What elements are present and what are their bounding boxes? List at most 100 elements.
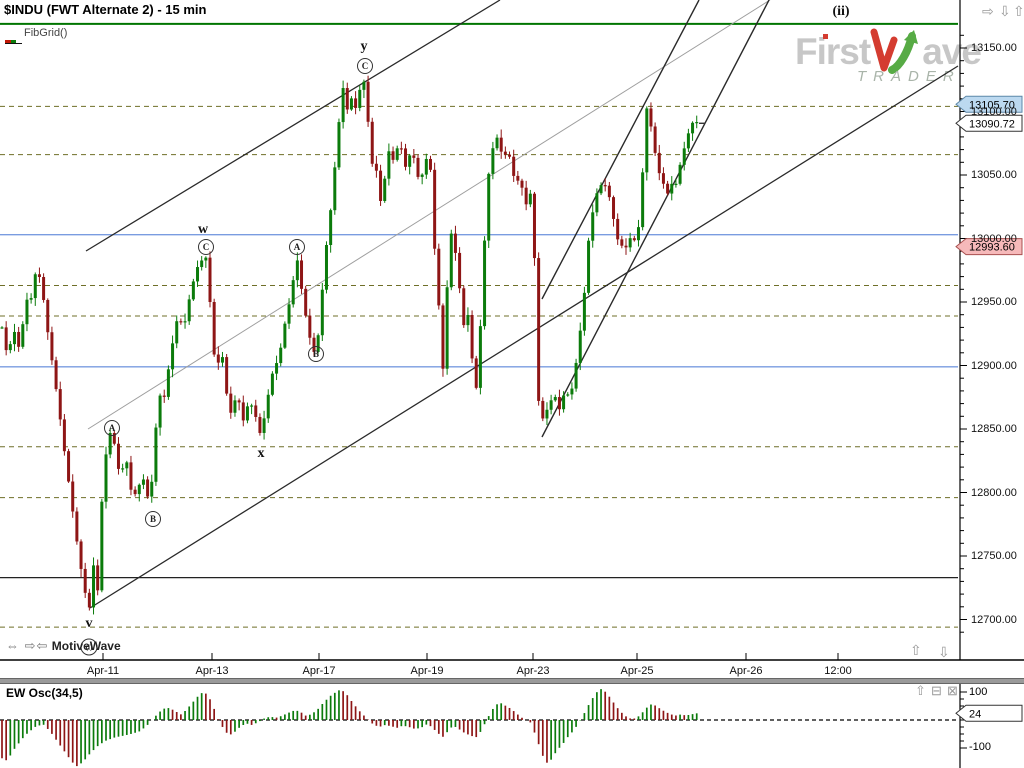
candle-body bbox=[641, 172, 645, 228]
candle-body bbox=[0, 327, 4, 329]
trendline bbox=[87, 0, 771, 430]
candle-body bbox=[624, 245, 628, 248]
logo-i-dot bbox=[823, 34, 828, 39]
chart-title: $INDU (FWT Alternate 2) - 15 min bbox=[4, 2, 207, 17]
candle-body bbox=[254, 405, 258, 417]
candle-body bbox=[541, 400, 545, 419]
candle-body bbox=[12, 331, 16, 345]
candle-body bbox=[46, 299, 50, 333]
candle-body bbox=[150, 481, 154, 497]
candle-body bbox=[175, 321, 179, 344]
candle-body bbox=[532, 193, 536, 259]
candle-body bbox=[146, 479, 150, 497]
candle-body bbox=[420, 174, 424, 177]
candle-body bbox=[399, 148, 403, 150]
candle-body bbox=[8, 344, 12, 351]
candle-body bbox=[250, 405, 254, 407]
candle-body bbox=[649, 108, 653, 127]
candle-body bbox=[395, 148, 399, 160]
candle-body bbox=[329, 210, 333, 246]
candle-body bbox=[362, 81, 366, 90]
candle-body bbox=[312, 337, 316, 352]
candle-body bbox=[653, 126, 657, 153]
osc-up-arrow-icon[interactable]: ⇧ bbox=[915, 683, 926, 698]
candle-body bbox=[412, 155, 416, 158]
candle-body bbox=[208, 257, 212, 302]
candle-body bbox=[166, 369, 170, 397]
candle-body bbox=[358, 89, 362, 108]
candle-body bbox=[196, 267, 200, 282]
candle-body bbox=[291, 280, 295, 305]
candle-body bbox=[79, 541, 83, 569]
candle-body bbox=[75, 511, 79, 542]
candle-body bbox=[191, 281, 195, 300]
candle-body bbox=[566, 394, 570, 396]
candle-body bbox=[337, 122, 341, 168]
candle-body bbox=[445, 287, 449, 369]
candle-body bbox=[553, 397, 557, 401]
candle-body bbox=[603, 185, 607, 187]
candle-body bbox=[179, 321, 183, 323]
candle-body bbox=[258, 416, 262, 433]
candle-body bbox=[516, 175, 520, 181]
motivewave-watermark: ⇔ ⇨⇦ MotiveWave bbox=[6, 638, 121, 654]
low-price-badge bbox=[955, 238, 1023, 256]
candle-body bbox=[341, 88, 345, 123]
candle-body bbox=[462, 288, 466, 326]
candle-body bbox=[686, 133, 690, 149]
candle-body bbox=[304, 288, 308, 316]
candle-body bbox=[245, 406, 249, 421]
candle-body bbox=[279, 347, 283, 364]
osc-minimize-icon[interactable]: ⊟ bbox=[931, 683, 942, 698]
candle-body bbox=[661, 173, 665, 184]
candle-body bbox=[320, 289, 324, 336]
trendline bbox=[89, 65, 959, 609]
candle-body bbox=[599, 185, 603, 194]
candle-body bbox=[154, 427, 158, 482]
oscillator-label: EW Osc(34,5) bbox=[6, 686, 83, 700]
candle-body bbox=[96, 565, 100, 591]
chart-down-arrow-icon[interactable]: ⇩ bbox=[938, 644, 950, 660]
trendline bbox=[541, 0, 700, 300]
candle-body bbox=[383, 178, 387, 201]
scroll-up-icon[interactable]: ⇧ bbox=[1013, 3, 1024, 19]
candle-body bbox=[657, 152, 661, 174]
candle-body bbox=[428, 158, 432, 170]
logo-wave-icon bbox=[870, 28, 922, 74]
chart-up-arrow-icon[interactable]: ⇧ bbox=[910, 642, 922, 658]
candle-body bbox=[416, 157, 420, 177]
panel-divider[interactable] bbox=[0, 678, 1024, 684]
scroll-right-icon[interactable]: ⇨ bbox=[982, 3, 994, 19]
candle-body bbox=[275, 363, 279, 374]
candle-body bbox=[237, 400, 241, 403]
candle-body bbox=[512, 156, 516, 176]
osc-close-icon[interactable]: ⊠ bbox=[947, 683, 958, 698]
candle-body bbox=[483, 240, 487, 327]
candle-body bbox=[374, 163, 378, 171]
fibgrid-legend-label[interactable]: FibGrid() bbox=[24, 27, 68, 39]
candle-body bbox=[620, 239, 624, 246]
candle-body bbox=[316, 335, 320, 352]
candle-body bbox=[42, 277, 46, 300]
candle-body bbox=[162, 395, 166, 397]
candle-body bbox=[424, 158, 428, 175]
candle-body bbox=[408, 155, 412, 167]
candle-body bbox=[112, 433, 116, 444]
candle-body bbox=[116, 443, 120, 469]
candle-body bbox=[453, 233, 457, 253]
candle-body bbox=[666, 183, 670, 194]
candle-body bbox=[87, 592, 91, 608]
candle-body bbox=[225, 357, 229, 394]
candle-body bbox=[125, 462, 129, 469]
candle-body bbox=[187, 299, 191, 322]
candle-body bbox=[216, 354, 220, 363]
candle-body bbox=[220, 357, 224, 363]
candle-body bbox=[349, 98, 353, 110]
scroll-down-icon[interactable]: ⇩ bbox=[999, 3, 1011, 19]
candle-body bbox=[241, 402, 245, 421]
candle-body bbox=[50, 332, 54, 361]
candle-body bbox=[528, 193, 532, 205]
candle-body bbox=[537, 258, 541, 401]
